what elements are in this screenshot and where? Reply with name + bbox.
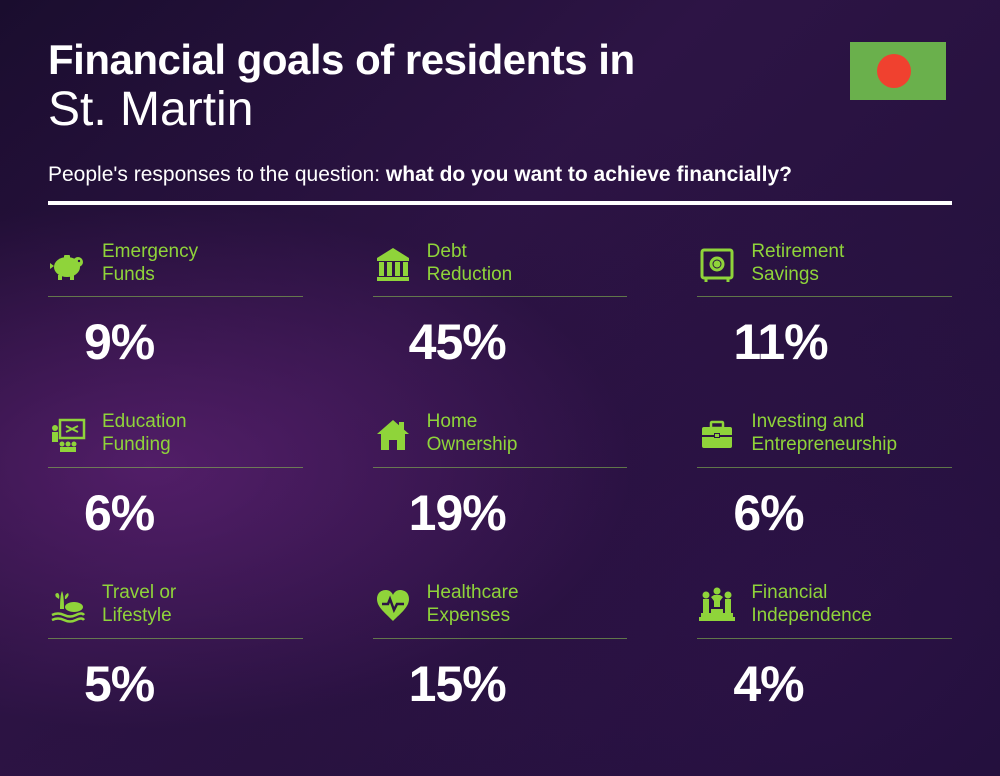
stats-grid: EmergencyFunds 9% DebtReduction 45% Reti… <box>48 241 952 713</box>
home-icon <box>373 414 413 454</box>
stat-debt-reduction: DebtReduction 45% <box>373 241 628 372</box>
independence-icon <box>697 585 737 625</box>
stat-value: 9% <box>48 313 303 371</box>
stat-label: DebtReduction <box>427 241 513 287</box>
cell-head: HealthcareExpenses <box>373 582 628 639</box>
stat-value: 15% <box>373 655 628 713</box>
stat-label: Travel orLifestyle <box>102 582 176 628</box>
health-icon <box>373 585 413 625</box>
stat-value: 4% <box>697 655 952 713</box>
stat-travel-lifestyle: Travel orLifestyle 5% <box>48 582 303 713</box>
subtitle: People's responses to the question: what… <box>48 163 952 187</box>
title-line2: St. Martin <box>48 84 850 137</box>
subtitle-prefix: People's responses to the question: <box>48 163 386 186</box>
stat-financial-independence: FinancialIndependence 4% <box>697 582 952 713</box>
cell-head: EmergencyFunds <box>48 241 303 298</box>
stat-investing-entrepreneurship: Investing andEntrepreneurship 6% <box>697 411 952 542</box>
stat-label: Investing andEntrepreneurship <box>751 411 897 457</box>
stat-value: 5% <box>48 655 303 713</box>
stat-healthcare-expenses: HealthcareExpenses 15% <box>373 582 628 713</box>
cell-head: EducationFunding <box>48 411 303 468</box>
stat-label: HealthcareExpenses <box>427 582 519 628</box>
piggy-icon <box>48 244 88 284</box>
stat-value: 11% <box>697 313 952 371</box>
flag-circle <box>877 54 911 88</box>
subtitle-bold: what do you want to achieve financially? <box>386 163 792 186</box>
stat-education-funding: EducationFunding 6% <box>48 411 303 542</box>
stat-value: 6% <box>48 484 303 542</box>
cell-head: Travel orLifestyle <box>48 582 303 639</box>
stat-home-ownership: HomeOwnership 19% <box>373 411 628 542</box>
cell-head: FinancialIndependence <box>697 582 952 639</box>
stat-label: FinancialIndependence <box>751 582 871 628</box>
stat-label: EmergencyFunds <box>102 241 198 287</box>
stat-label: HomeOwnership <box>427 411 518 457</box>
stat-value: 45% <box>373 313 628 371</box>
stat-retirement-savings: RetirementSavings 11% <box>697 241 952 372</box>
cell-head: HomeOwnership <box>373 411 628 468</box>
safe-icon <box>697 244 737 284</box>
stat-value: 19% <box>373 484 628 542</box>
header-row: Financial goals of residents in St. Mart… <box>48 38 952 137</box>
briefcase-icon <box>697 414 737 454</box>
stat-label: RetirementSavings <box>751 241 844 287</box>
flag-icon <box>850 42 946 100</box>
cell-head: RetirementSavings <box>697 241 952 298</box>
title-line1: Financial goals of residents in <box>48 38 850 82</box>
title-block: Financial goals of residents in St. Mart… <box>48 38 850 137</box>
cell-head: DebtReduction <box>373 241 628 298</box>
stat-emergency-funds: EmergencyFunds 9% <box>48 241 303 372</box>
education-icon <box>48 414 88 454</box>
stat-label: EducationFunding <box>102 411 187 457</box>
stat-value: 6% <box>697 484 952 542</box>
cell-head: Investing andEntrepreneurship <box>697 411 952 468</box>
bank-icon <box>373 244 413 284</box>
divider <box>48 201 952 205</box>
travel-icon <box>48 585 88 625</box>
